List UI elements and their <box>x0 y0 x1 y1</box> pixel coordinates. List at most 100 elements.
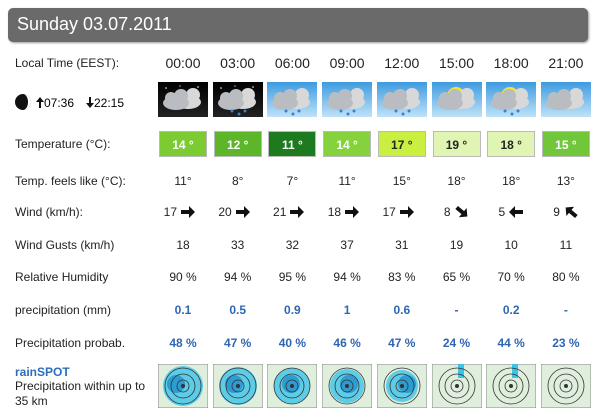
humidity-value: 94 % <box>333 270 361 284</box>
rainspot-map <box>376 364 427 408</box>
time: 21:00 <box>548 55 584 71</box>
wind-arrow <box>235 206 250 218</box>
weather-icon <box>158 82 208 117</box>
sunset-arrow <box>86 97 94 108</box>
feels-like-value: 15° <box>392 174 411 188</box>
precipitation-probability-value: 48 % <box>169 336 197 350</box>
feels-like-value: 8° <box>231 174 244 188</box>
precipitation-value: 1 <box>343 303 351 317</box>
time: 00:00 <box>165 55 201 71</box>
wind-arrow <box>399 206 414 218</box>
temperature-cell: 14 ° <box>323 131 372 157</box>
wind-gust-value: 11 <box>559 238 573 252</box>
rainspot-map <box>540 364 591 408</box>
wind-label: Wind (km/h): <box>15 205 84 219</box>
time: 18:00 <box>493 55 529 71</box>
rainspot-map <box>322 364 373 408</box>
humidity-label: Relative Humidity <box>15 270 109 284</box>
sunset: 22:15 <box>94 96 125 110</box>
rainspot-title: rainSPOT <box>15 365 70 379</box>
wind-gust-label: Wind Gusts (km/h) <box>15 238 115 252</box>
time: 12:00 <box>384 55 420 71</box>
wind-speed: 17 <box>382 205 396 219</box>
sunrise-arrow <box>36 97 44 108</box>
precipitation-value: 0.2 <box>502 303 520 317</box>
sunrise: 07:36 <box>44 96 75 110</box>
weather-icon <box>376 82 427 117</box>
precipitation-value: 0.1 <box>174 303 192 317</box>
time-label: Local Time (EEST): <box>15 56 120 70</box>
rainspot-map <box>486 364 537 408</box>
temperature-cell: 15 ° <box>541 131 590 157</box>
temperature-cell: 19 ° <box>432 131 481 157</box>
rainspot-map <box>267 364 318 408</box>
temperature-cell: 14 ° <box>159 131 207 157</box>
wind-arrow <box>181 206 195 218</box>
temperature-label: Temperature (°C): <box>15 137 111 151</box>
temperature-cell: 12 ° <box>213 131 262 157</box>
precipitation-probability-value: 47 % <box>224 336 252 350</box>
precipitation-value: 0.9 <box>284 303 301 317</box>
time: 06:00 <box>274 55 310 71</box>
humidity-value: 94 % <box>224 270 252 284</box>
time: 03:00 <box>220 55 256 71</box>
rainspot-map <box>431 364 482 408</box>
precipitation-probability-value: 24 % <box>442 336 471 350</box>
precipitation-value: 0.6 <box>393 303 411 317</box>
feels-like-value: 11° <box>174 174 192 188</box>
precipitation-probability-value: 23 % <box>552 336 580 350</box>
precipitation-probability-value: 40 % <box>278 336 307 350</box>
precipitation-value: 0.5 <box>229 303 247 317</box>
feels-like-label: Temp. feels like (°C): <box>15 174 126 188</box>
precipitation-probability-value: 46 % <box>333 336 361 350</box>
wind-speed: 17 <box>163 205 177 219</box>
wind-arrow <box>509 206 524 218</box>
wind-gust-value: 32 <box>285 238 300 252</box>
precipitation-probability-value: 44 % <box>497 336 525 350</box>
wind-gust-value: 33 <box>231 238 245 252</box>
precipitation-label: precipitation (mm) <box>15 303 112 317</box>
weather-icon <box>540 82 591 117</box>
wind-speed: 21 <box>273 205 287 219</box>
rainspot-map <box>158 364 208 408</box>
precipitation-value: - <box>454 303 459 317</box>
humidity-value: 80 % <box>552 270 580 284</box>
feels-like-value: 7° <box>286 174 299 188</box>
wind-speed: 20 <box>218 205 232 219</box>
wind-speed: 9 <box>553 205 560 219</box>
time: 09:00 <box>329 55 365 71</box>
feels-like-value: 11° <box>338 174 356 188</box>
wind-gust-value: 37 <box>340 238 354 252</box>
precipitation-value: - <box>563 303 568 317</box>
header-bar: Sunday 03.07.2011 <box>8 8 588 42</box>
feels-like-value: 18° <box>502 174 521 188</box>
humidity-value: 90 % <box>169 270 197 284</box>
wind-arrow <box>565 206 578 219</box>
wind-gust-value: 18 <box>176 238 190 252</box>
humidity-value: 83 % <box>388 270 416 284</box>
wind-speed: 5 <box>498 205 506 219</box>
moon-icon <box>15 94 31 110</box>
precipitation-probability-value: 47 % <box>388 336 416 350</box>
wind-speed: 8 <box>443 205 451 219</box>
weather-icon <box>267 82 318 117</box>
precipitation-probability-label: Precipitation probab. <box>15 336 126 350</box>
temperature-cell: 17 ° <box>377 131 426 157</box>
rainspot-text: Precipitation within up to 35 km <box>15 379 146 408</box>
humidity-value: 70 % <box>497 270 525 284</box>
wind-arrow <box>454 205 467 218</box>
feels-like-value: 13° <box>556 174 575 188</box>
weather-icon <box>431 82 482 117</box>
humidity-value: 65 % <box>442 270 471 284</box>
header-title: Sunday 03.07.2011 <box>17 14 172 34</box>
time: 15:00 <box>438 55 475 71</box>
wind-arrow <box>290 206 305 218</box>
wind-gust-value: 10 <box>504 238 518 252</box>
wind-speed: 18 <box>327 205 342 219</box>
wind-gust-value: 19 <box>449 238 464 252</box>
wind-arrow <box>345 206 360 218</box>
temperature-cell: 11 ° <box>268 131 317 157</box>
weather-icon <box>212 82 263 117</box>
humidity-value: 95 % <box>278 270 307 284</box>
